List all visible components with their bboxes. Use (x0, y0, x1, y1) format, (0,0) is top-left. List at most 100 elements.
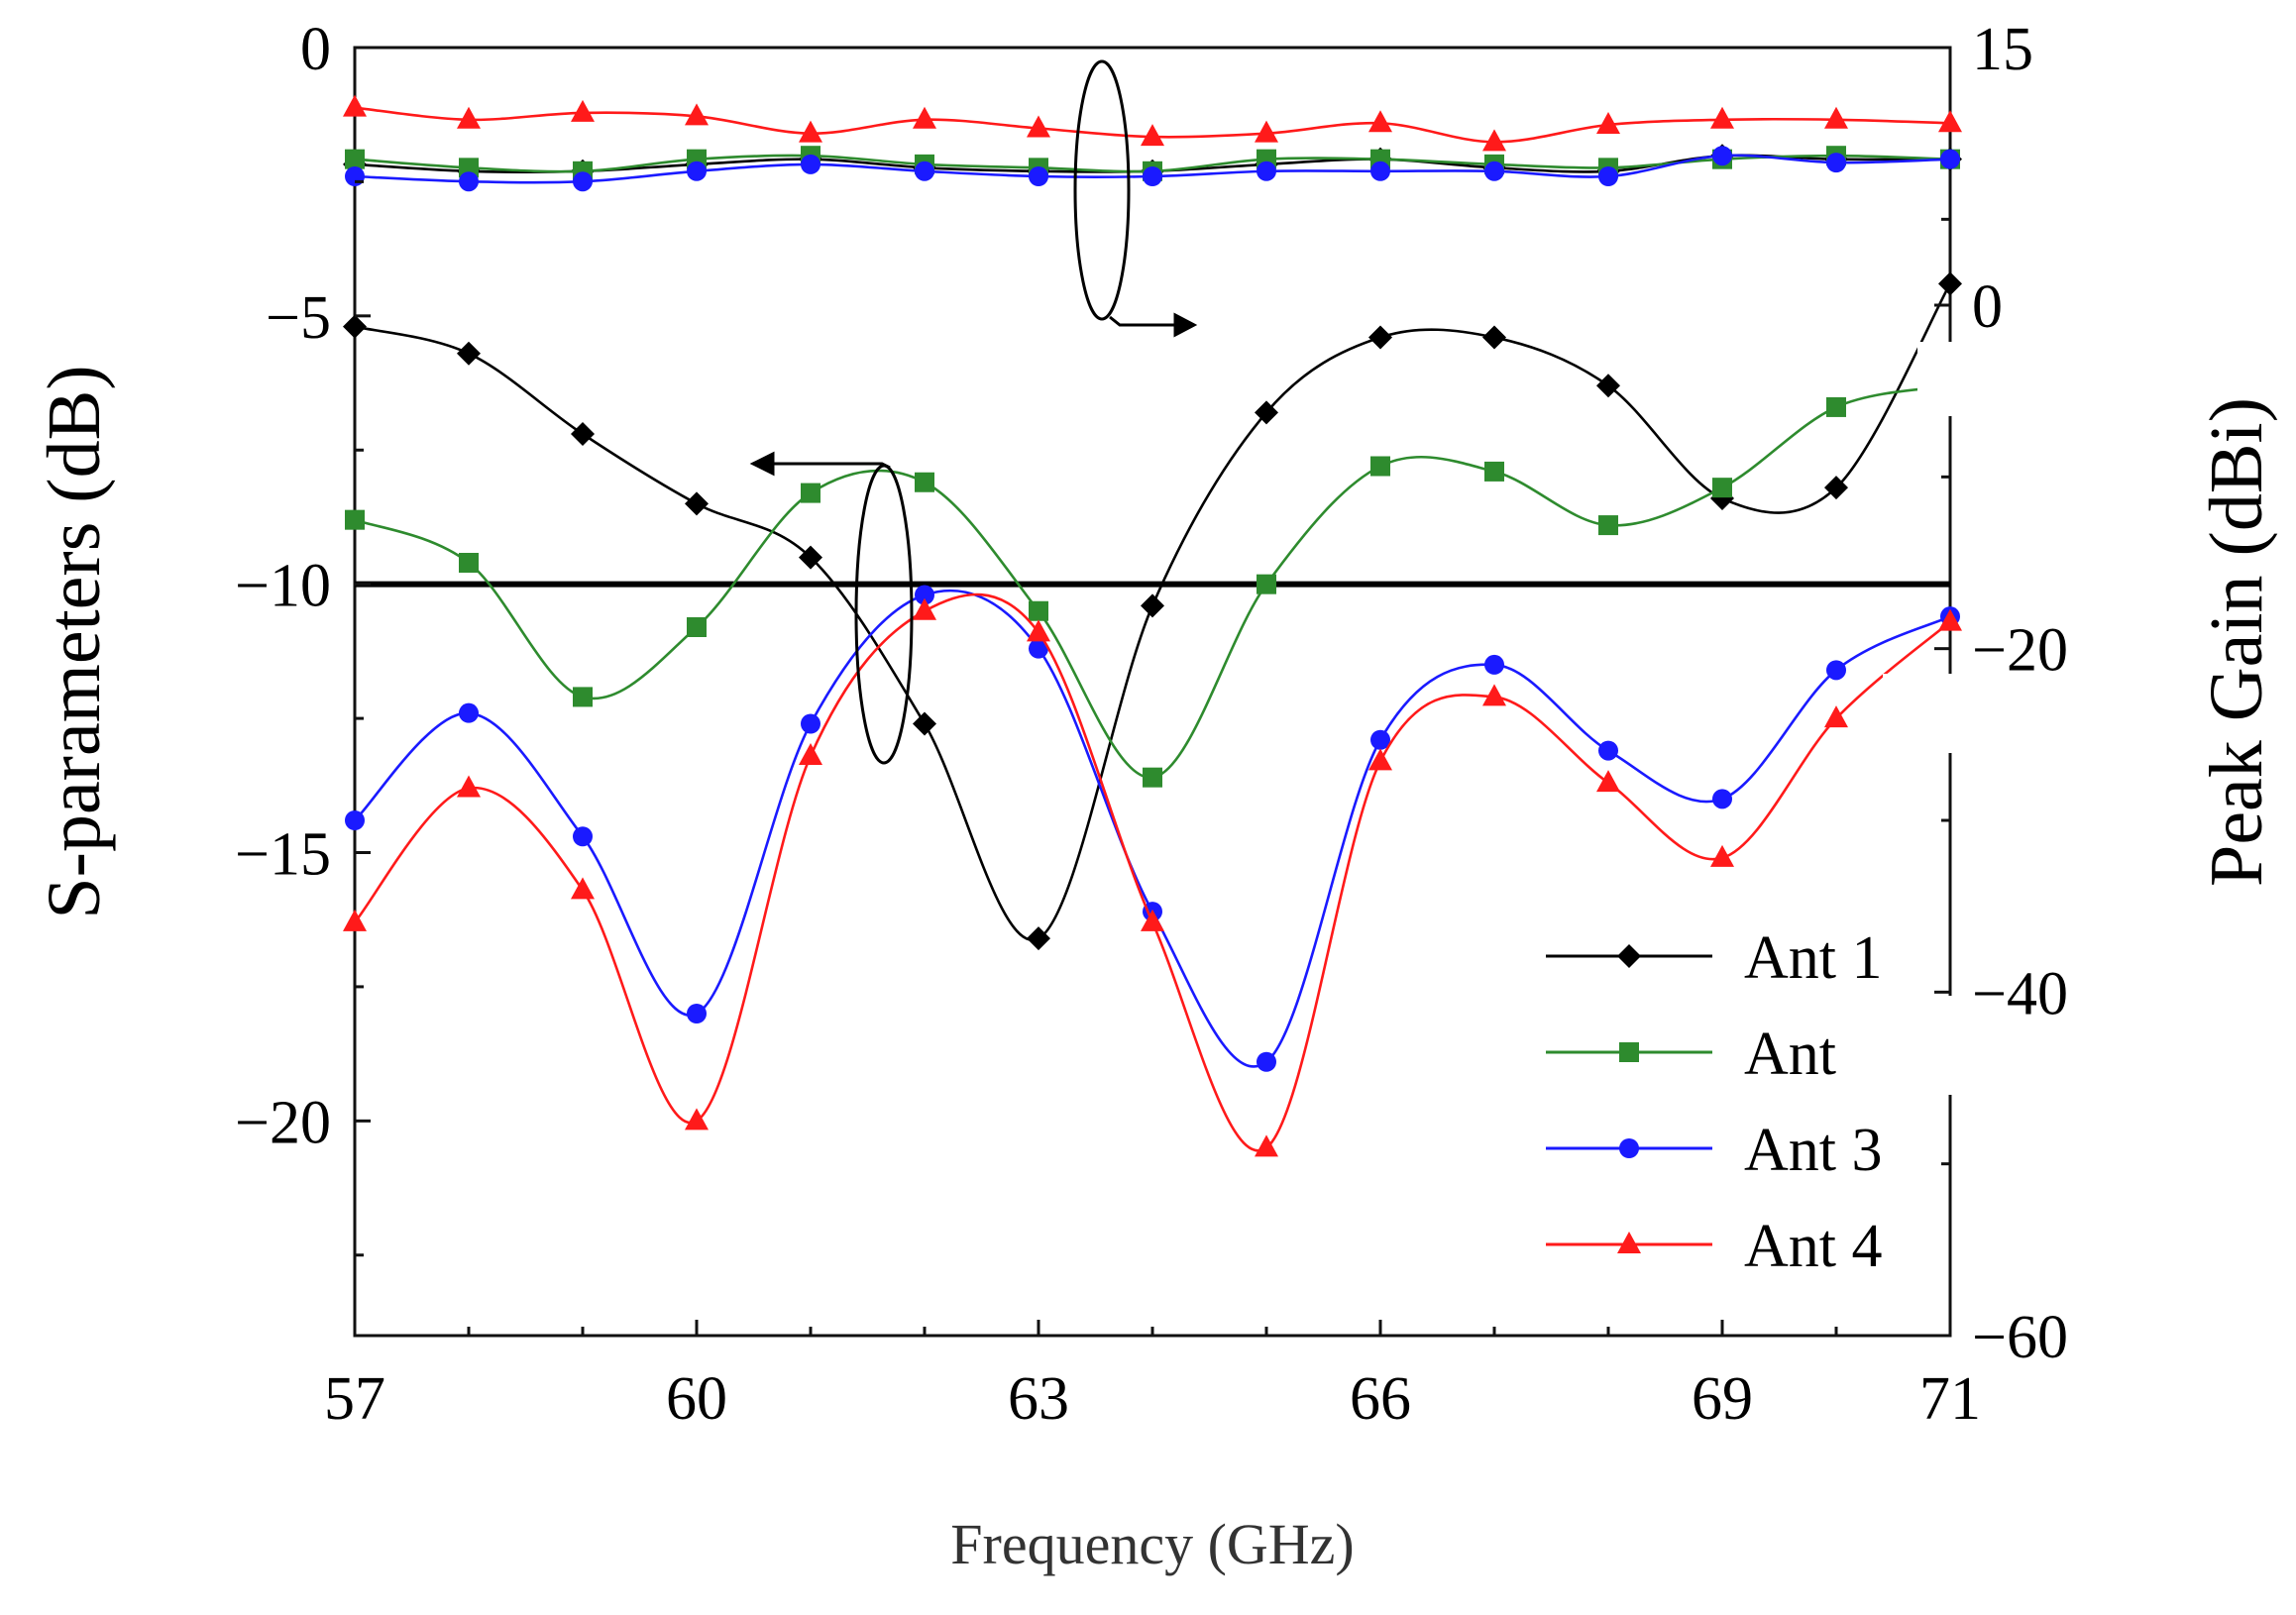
data-point (685, 1108, 709, 1130)
data-point (1484, 161, 1504, 181)
data-point (459, 158, 479, 178)
data-point (1141, 593, 1164, 618)
y-right-tick-label: −20 (1972, 617, 2068, 685)
data-point (345, 149, 365, 169)
data-point (573, 171, 593, 192)
data-point (1255, 120, 1278, 143)
ellipse-gain (1073, 59, 1131, 321)
arrow-left-head (749, 451, 775, 477)
data-point (1712, 789, 1732, 809)
y-left-tick-label: −15 (235, 821, 331, 889)
legend-marker (1619, 1042, 1639, 1062)
arrow-right-line (1109, 315, 1184, 327)
data-point (1368, 325, 1392, 350)
mask-rect (1883, 674, 1977, 753)
data-point (1370, 729, 1390, 750)
legend-marker (1617, 944, 1641, 968)
legend-label: Ant 3 (1744, 1117, 1883, 1184)
data-point (915, 161, 934, 181)
data-point (1710, 106, 1734, 129)
data-point (1598, 515, 1618, 536)
data-point (1368, 748, 1392, 771)
data-point (1482, 325, 1506, 350)
arrow-right-head (1173, 312, 1198, 338)
legend-item: Ant 4 (1546, 1213, 1883, 1280)
mask-rect (1917, 996, 1977, 1095)
y-right-tick-label: 15 (1972, 16, 2033, 83)
data-point (1370, 456, 1390, 477)
data-point (1596, 112, 1620, 134)
data-point (1255, 400, 1278, 425)
data-point (1596, 374, 1620, 398)
data-point (1484, 654, 1504, 675)
y-left-tick-label: 0 (300, 16, 331, 83)
legend-label: Ant (1744, 1021, 1836, 1088)
data-point (459, 702, 479, 723)
data-point (801, 154, 820, 174)
x-tick-label: 60 (666, 1365, 727, 1433)
legend-item: Ant 1 (1546, 924, 1883, 992)
data-point (1824, 476, 1848, 500)
data-point (345, 509, 365, 530)
data-point (457, 106, 481, 129)
legend-label: Ant 4 (1744, 1213, 1883, 1280)
data-point (571, 422, 595, 446)
x-tick-label: 71 (1919, 1365, 1981, 1433)
series-6 (345, 146, 1960, 192)
data-point (1826, 396, 1846, 417)
data-point (573, 687, 593, 707)
series-2 (345, 585, 1960, 1072)
data-point (343, 314, 367, 339)
data-point (799, 743, 822, 765)
data-point (1370, 161, 1390, 181)
data-point (1482, 684, 1506, 706)
data-point (1940, 149, 1960, 169)
data-point (1143, 767, 1162, 788)
series-3 (343, 592, 1962, 1157)
data-point (343, 94, 367, 117)
data-point (1257, 161, 1276, 181)
data-point (913, 597, 936, 620)
data-point (799, 545, 822, 570)
y-right-tick-label: 0 (1972, 273, 2003, 341)
data-point (345, 810, 365, 830)
x-tick-label: 63 (1008, 1365, 1069, 1433)
data-point (1027, 619, 1050, 642)
data-point (915, 472, 934, 492)
x-axis-title: Frequency (GHz) (950, 1512, 1354, 1576)
y-right-tick-label: −40 (1972, 960, 2068, 1027)
legend-item: Ant (1546, 1021, 1836, 1088)
y-left-tick-label: −5 (266, 284, 331, 352)
ellipse-sparam (854, 464, 914, 765)
data-point (343, 909, 367, 931)
series-line (354, 592, 1951, 1152)
data-point (1824, 705, 1848, 728)
data-point (571, 877, 595, 900)
x-tick-label: 66 (1350, 1365, 1411, 1433)
data-point (1141, 124, 1164, 147)
data-point (1029, 166, 1048, 186)
arrow-left-line (768, 462, 891, 470)
data-point (799, 120, 822, 143)
data-point (1598, 166, 1618, 186)
data-point (1596, 770, 1620, 793)
data-point (1257, 1051, 1276, 1072)
data-point (1143, 166, 1162, 186)
data-point (1027, 115, 1050, 138)
data-point (345, 166, 365, 186)
legend: Ant 1 Ant Ant 3 Ant 4 (1546, 924, 1883, 1280)
data-point (685, 491, 709, 516)
data-point (1027, 926, 1050, 951)
series-line (354, 589, 1951, 1068)
series-0 (343, 271, 1962, 951)
data-point (1710, 844, 1734, 867)
y-right-tick-label: −60 (1972, 1304, 2068, 1371)
data-point (1141, 909, 1164, 931)
y-right-axis-title: Peak Gain (dBi) (2195, 397, 2278, 887)
data-point (1712, 478, 1732, 498)
data-point (1826, 153, 1846, 173)
y-left-tick-label: −20 (235, 1089, 331, 1156)
data-point (1712, 146, 1732, 166)
data-point (915, 585, 934, 605)
annotation-gain-group (1073, 59, 1198, 338)
